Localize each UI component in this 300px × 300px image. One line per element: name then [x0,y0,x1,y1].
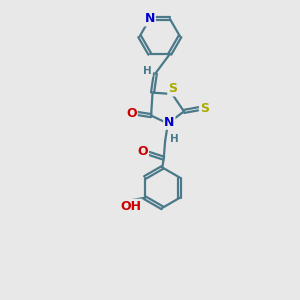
Text: S: S [200,102,209,115]
Text: N: N [145,12,155,26]
Text: N: N [164,116,175,129]
Text: H: H [143,66,152,76]
Text: O: O [137,145,148,158]
Text: OH: OH [120,200,141,213]
Text: O: O [126,107,137,120]
Text: S: S [168,82,177,95]
Text: H: H [170,134,178,144]
